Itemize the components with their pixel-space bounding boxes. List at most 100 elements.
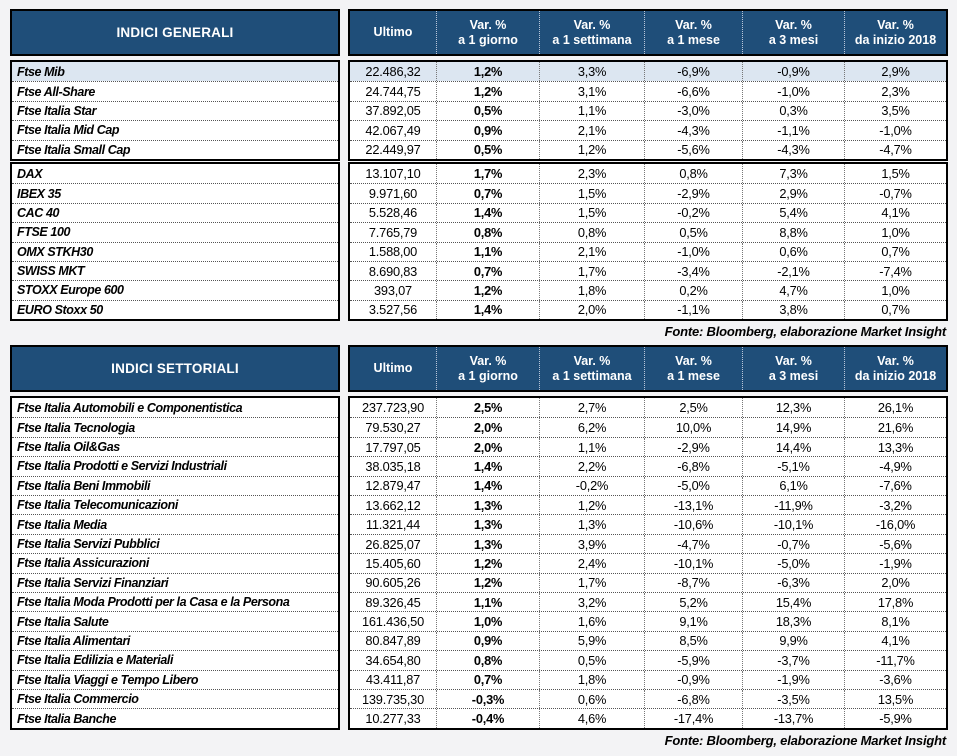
index-name: Ftse Italia Banche [12, 708, 338, 727]
cell-var-a-1-mese: -1,1% [644, 300, 742, 320]
index-name: Ftse Italia Oil&Gas [12, 436, 338, 456]
cell-var-a-1-mese: -6,8% [644, 689, 742, 709]
cell-var-a-1-giorno: 1,2% [436, 62, 539, 82]
table-column-headers: Ultimo Var. % a 1 giorno Var. % a 1 settiman… [348, 9, 948, 56]
cell-var-a-1-mese: -3,0% [644, 101, 742, 121]
cell-ultimo: 79.530,27 [365, 420, 421, 436]
cell-var-a-3-mesi: 2,9% [742, 184, 844, 203]
cell-var-a-1-giorno: 1,3% [436, 496, 539, 515]
column-header-var-a-1-mese: Var. % a 1 mese [644, 11, 742, 54]
period-label: a 1 mese [667, 368, 720, 383]
table-row: 37.892,05 0,5% 1,1% -3,0% 0,3% 3,5% [350, 100, 946, 121]
table-row: 10.277,33 -0,4% 4,6% -17,4% -13,7% -5,9% [350, 708, 946, 728]
cell-var-a-1-mese: -5,9% [644, 651, 742, 670]
cell-var-da-inizio-2018: 1,5% [844, 163, 946, 184]
cell-ultimo: 37.892,05 [365, 103, 421, 119]
cell-var-a-3-mesi: -0,9% [742, 62, 844, 82]
index-name: Ftse Italia Automobili e Componentistica [17, 400, 243, 415]
table-row: 89.326,45 1,1% 3,2% 5,2% 15,4% 17,8% [350, 591, 946, 612]
cell-var-a-1-giorno: 2,0% [436, 437, 539, 457]
cell-var-a-1-settimana: 1,1% [539, 101, 644, 121]
cell-var-da-inizio-2018: 2,0% [844, 573, 946, 592]
period-label: a 1 mese [667, 32, 720, 47]
index-name: Ftse Italia Edilizia e Materiali [12, 650, 338, 669]
column-header-var-a-1-giorno: Var. % a 1 giorno [436, 347, 539, 391]
cell-var-a-1-mese: -1,0% [644, 242, 742, 261]
cell-var-a-3-mesi: 0,6% [742, 242, 844, 261]
table-row: 161.436,50 1,0% 1,6% 9,1% 18,3% 8,1% [350, 611, 946, 631]
cell-ultimo: 24.744,75 [365, 84, 421, 100]
cell-var-da-inizio-2018: 17,8% [844, 592, 946, 612]
cell-var-a-1-settimana: 6,2% [539, 418, 644, 437]
cell-var-a-1-giorno: 1,7% [436, 163, 539, 184]
cell-var-a-1-mese: -10,1% [644, 554, 742, 573]
column-header-ultimo: Ultimo [350, 347, 436, 390]
cell-var-a-1-giorno: 0,8% [436, 223, 539, 242]
cell-var-a-1-settimana: 2,2% [539, 457, 644, 476]
table-row: 8.690,83 0,7% 1,7% -3,4% -2,1% -7,4% [350, 260, 946, 281]
column-header-label: Ultimo [373, 25, 413, 39]
cell-var-a-3-mesi: -6,3% [742, 573, 844, 592]
table-row: 24.744,75 1,2% 3,1% -6,6% -1,0% 2,3% [350, 81, 946, 101]
column-header-var-da-inizio-2018: Var. % da inizio 2018 [844, 11, 946, 54]
cell-var-a-1-giorno: 0,8% [436, 651, 539, 670]
cell-ultimo: 90.605,26 [365, 575, 421, 591]
table-row: 90.605,26 1,2% 1,7% -8,7% -6,3% 2,0% [350, 572, 946, 592]
cell-ultimo: 13.662,12 [365, 497, 421, 513]
index-name: CAC 40 [12, 202, 338, 222]
cell-var-da-inizio-2018: -11,7% [844, 651, 946, 670]
cell-var-a-3-mesi: -5,0% [742, 554, 844, 573]
table-row: 79.530,27 2,0% 6,2% 10,0% 14,9% 21,6% [350, 417, 946, 437]
table-header-band: INDICI SETTORIALI Ultimo Var. % a 1 giorno V… [10, 345, 948, 393]
var-label: Var. % [775, 353, 812, 368]
index-name: OMX STKH30 [12, 241, 338, 261]
cell-ultimo: 17.797,05 [365, 439, 421, 455]
index-values-columns: 237.723,90 2,5% 2,7% 2,5% 12,3% 26,1% 79.530,2… [348, 396, 948, 730]
cell-var-a-1-giorno: 1,3% [436, 515, 539, 534]
cell-var-a-3-mesi: 9,9% [742, 631, 844, 651]
cell-ultimo: 393,07 [374, 282, 412, 298]
column-header-ultimo: Ultimo [350, 11, 436, 54]
cell-var-a-1-mese: -10,6% [644, 515, 742, 534]
cell-var-a-3-mesi: 14,4% [742, 437, 844, 457]
cell-var-da-inizio-2018: 1,0% [844, 223, 946, 242]
index-name: EURO Stoxx 50 [12, 299, 338, 319]
cell-ultimo: 161.436,50 [361, 614, 425, 630]
table-row: 15.405,60 1,2% 2,4% -10,1% -5,0% -1,9% [350, 553, 946, 573]
cell-ultimo: 26.825,07 [365, 536, 421, 552]
table-indici-generali: INDICI GENERALI Ultimo Var. % a 1 giorno Var… [10, 9, 948, 343]
index-name: Ftse Italia Mid Cap [12, 120, 338, 139]
var-label: Var. % [675, 17, 712, 32]
table-title: INDICI SETTORIALI [10, 345, 340, 393]
cell-var-a-1-giorno: 2,5% [436, 398, 539, 418]
index-name: Ftse Italia Assicurazioni [12, 553, 338, 572]
cell-var-a-1-settimana: 2,7% [539, 398, 644, 418]
cell-ultimo: 3.527,56 [368, 302, 418, 318]
cell-var-da-inizio-2018: -0,7% [844, 184, 946, 203]
cell-var-a-1-mese: 5,2% [644, 592, 742, 612]
cell-var-a-1-settimana: 1,7% [539, 261, 644, 281]
cell-var-a-1-settimana: 1,2% [539, 496, 644, 515]
cell-var-a-1-mese: -8,7% [644, 573, 742, 592]
cell-var-a-1-settimana: 3,2% [539, 592, 644, 612]
index-name: DAX [17, 166, 43, 181]
cell-var-da-inizio-2018: -1,0% [844, 121, 946, 140]
table-row: 237.723,90 2,5% 2,7% 2,5% 12,3% 26,1% [350, 398, 946, 418]
cell-var-da-inizio-2018: 2,3% [844, 82, 946, 101]
column-header-var-a-1-settimana: Var. % a 1 settimana [539, 11, 644, 54]
table-body: Ftse Mib Ftse All-Share Ftse Italia Star Ft… [10, 60, 948, 322]
cell-var-a-1-mese: 2,5% [644, 398, 742, 418]
cell-var-a-1-settimana: 0,8% [539, 223, 644, 242]
cell-var-a-1-mese: -3,4% [644, 261, 742, 281]
index-name: Ftse Italia Small Cap [12, 139, 338, 159]
cell-var-a-1-giorno: -0,3% [436, 689, 539, 709]
cell-var-a-1-giorno: 0,9% [436, 121, 539, 140]
cell-var-a-1-mese: -0,2% [644, 203, 742, 223]
cell-var-a-1-giorno: 0,7% [436, 670, 539, 689]
table-body: Ftse Italia Automobili e Componentistica… [10, 396, 948, 730]
cell-ultimo: 5.528,46 [368, 205, 418, 221]
cell-ultimo: 11.321,44 [365, 517, 421, 533]
cell-var-a-1-settimana: 0,5% [539, 651, 644, 670]
table-row: 5.528,46 1,4% 1,5% -0,2% 5,4% 4,1% [350, 202, 946, 223]
